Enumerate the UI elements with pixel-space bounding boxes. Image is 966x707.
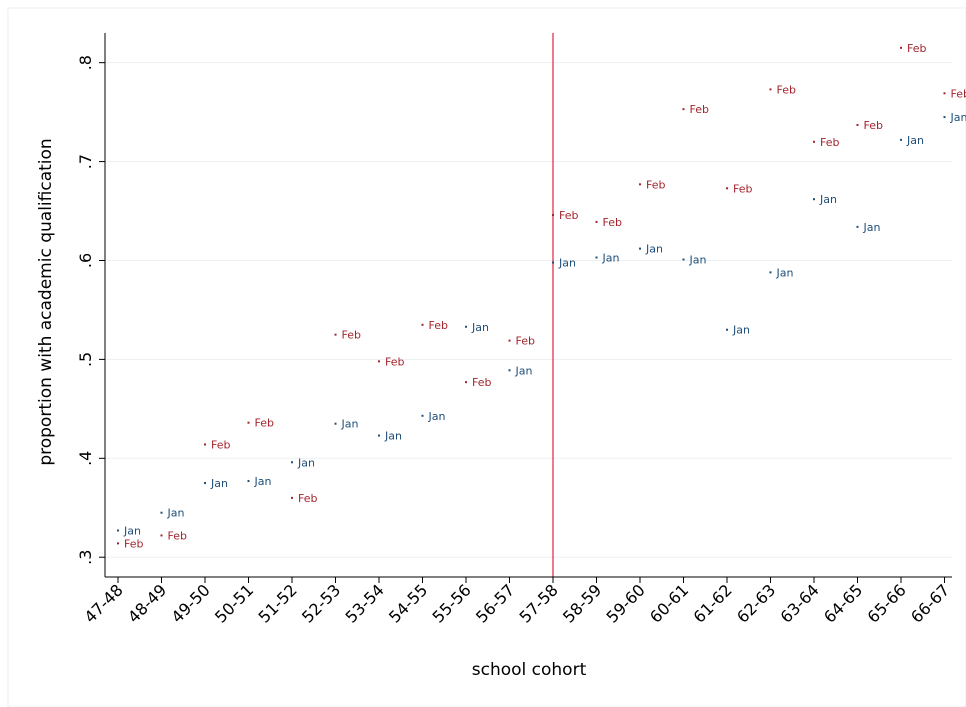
point-feb <box>291 496 293 499</box>
point-feb <box>813 140 815 143</box>
point-jan <box>160 511 163 514</box>
point-jan <box>378 434 380 437</box>
point-label-feb: Feb <box>168 529 187 542</box>
point-jan <box>552 261 554 264</box>
point-feb <box>160 534 163 537</box>
point-jan <box>204 482 206 485</box>
point-label-feb: Feb <box>124 537 143 550</box>
y-tick-label: .8 <box>76 55 95 70</box>
point-feb <box>726 187 728 190</box>
point-label-feb: Feb <box>777 83 796 96</box>
y-tick-label: .4 <box>76 451 95 466</box>
point-label-jan: Jan <box>471 321 489 334</box>
point-feb <box>204 443 206 446</box>
point-label-feb: Feb <box>820 136 839 149</box>
point-label-feb: Feb <box>342 329 361 342</box>
point-label-feb: Feb <box>690 103 709 116</box>
point-jan <box>465 325 467 328</box>
point-label-jan: Jan <box>254 475 272 488</box>
outer-border <box>7 7 966 707</box>
point-label-jan: Jan <box>384 430 402 443</box>
point-jan <box>726 328 728 331</box>
point-label-jan: Jan <box>776 266 794 279</box>
point-feb <box>682 108 685 111</box>
y-tick-label: .7 <box>76 154 95 169</box>
point-label-jan: Jan <box>558 256 576 269</box>
point-label-jan: Jan <box>906 134 924 147</box>
point-label-jan: Jan <box>515 364 533 377</box>
point-feb <box>421 323 424 326</box>
point-label-jan: Jan <box>819 193 837 206</box>
point-label-jan: Jan <box>428 410 446 423</box>
point-feb <box>378 360 380 363</box>
point-label-jan: Jan <box>689 254 707 267</box>
point-jan <box>247 480 250 483</box>
points-group: Jan Jan Jan Jan Jan Jan Jan Jan Jan Jan Jan Jan Jan J… <box>117 42 966 550</box>
point-label-feb: Feb <box>516 335 535 348</box>
point-feb <box>117 542 119 545</box>
point-jan <box>508 369 511 372</box>
point-label-feb: Feb <box>603 216 622 229</box>
point-label-feb: Feb <box>907 42 926 55</box>
point-label-feb: Feb <box>951 87 966 100</box>
point-jan <box>813 198 815 201</box>
point-feb <box>247 421 250 424</box>
point-label-jan: Jan <box>341 418 359 431</box>
point-jan <box>421 414 424 417</box>
axes <box>104 33 952 578</box>
point-label-jan: Jan <box>602 252 620 265</box>
point-feb <box>943 92 946 95</box>
point-label-feb: Feb <box>864 119 883 132</box>
point-label-jan: Jan <box>210 477 228 490</box>
point-label-jan: Jan <box>645 243 663 256</box>
point-feb <box>900 46 902 49</box>
point-label-feb: Feb <box>255 417 274 430</box>
point-jan <box>334 422 337 425</box>
x-axis-title: school cohort <box>472 660 587 680</box>
point-label-feb: Feb <box>472 376 491 389</box>
y-axis-title: proportion with academic qualification <box>36 138 56 465</box>
point-feb <box>508 339 511 342</box>
point-jan <box>769 271 772 274</box>
point-feb <box>334 333 337 336</box>
point-feb <box>856 123 859 126</box>
point-jan <box>595 256 598 259</box>
point-jan <box>856 225 859 228</box>
point-label-jan: Jan <box>732 324 750 337</box>
y-ticks: .3 .4 .5 .6 .7 .8 <box>76 55 105 565</box>
point-feb <box>465 381 467 384</box>
point-jan <box>682 258 685 261</box>
point-label-feb: Feb <box>211 438 230 451</box>
point-feb <box>595 220 598 223</box>
point-jan <box>639 247 641 250</box>
point-label-feb: Feb <box>385 355 404 368</box>
point-label-feb: Feb <box>646 178 665 191</box>
point-jan <box>900 138 902 141</box>
point-label-jan: Jan <box>950 111 966 124</box>
point-jan <box>291 461 293 464</box>
point-label-jan: Jan <box>123 525 141 538</box>
point-feb <box>552 213 554 216</box>
point-label-jan: Jan <box>297 456 315 469</box>
point-label-feb: Feb <box>429 319 448 332</box>
point-label-jan: Jan <box>863 221 881 234</box>
y-tick-label: .3 <box>76 550 95 565</box>
y-tick-label: .6 <box>76 253 95 268</box>
point-feb <box>639 183 641 186</box>
point-label-feb: Feb <box>559 209 578 222</box>
point-label-feb: Feb <box>298 492 317 505</box>
gridlines <box>105 62 952 558</box>
point-label-feb: Feb <box>733 182 752 195</box>
point-label-jan: Jan <box>167 507 185 520</box>
point-jan <box>117 529 119 532</box>
y-tick-label: .5 <box>76 352 95 367</box>
point-jan <box>943 116 946 119</box>
point-feb <box>769 88 772 91</box>
